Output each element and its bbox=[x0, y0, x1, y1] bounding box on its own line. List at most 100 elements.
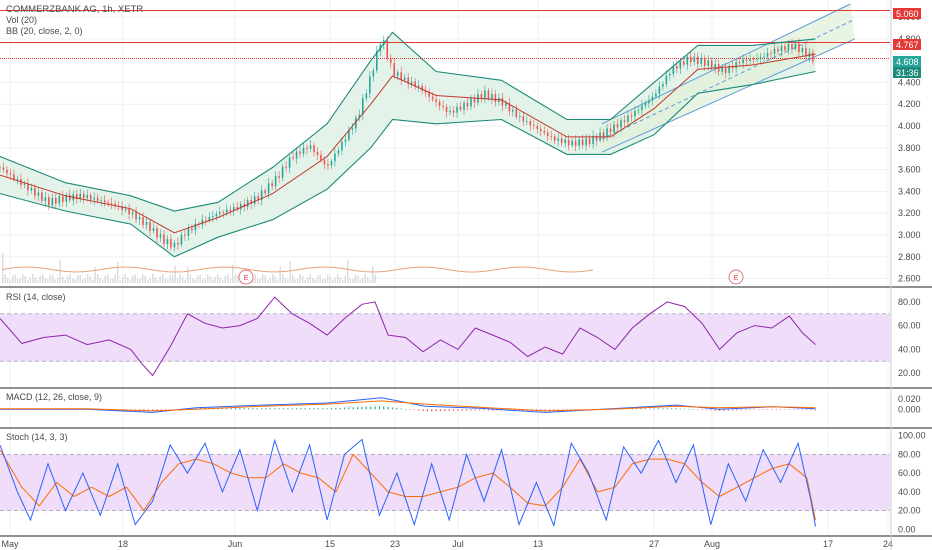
candle-body[interactable] bbox=[365, 93, 368, 99]
candle-body[interactable] bbox=[574, 140, 577, 146]
candle-body[interactable] bbox=[267, 183, 270, 194]
candle-body[interactable] bbox=[550, 136, 553, 137]
bb-upper-line[interactable] bbox=[0, 31, 816, 212]
candle-body[interactable] bbox=[48, 197, 50, 206]
candle-body[interactable] bbox=[250, 200, 252, 204]
candle-body[interactable] bbox=[396, 72, 399, 76]
candle-body[interactable] bbox=[756, 58, 758, 60]
candle-body[interactable] bbox=[676, 66, 678, 69]
candle-body[interactable] bbox=[602, 132, 605, 137]
candle-body[interactable] bbox=[281, 166, 284, 178]
candle-body[interactable] bbox=[616, 124, 619, 128]
candle-body[interactable] bbox=[613, 124, 615, 133]
candle-body[interactable] bbox=[295, 151, 298, 159]
candle-body[interactable] bbox=[302, 147, 305, 154]
candle-body[interactable] bbox=[316, 151, 319, 155]
candle-body[interactable] bbox=[410, 81, 413, 84]
candle-body[interactable] bbox=[546, 132, 549, 137]
candle-body[interactable] bbox=[686, 56, 689, 65]
candle-body[interactable] bbox=[362, 98, 364, 115]
candle-body[interactable] bbox=[131, 212, 134, 215]
candle-body[interactable] bbox=[536, 126, 539, 129]
candle-body[interactable] bbox=[55, 197, 57, 204]
candle-body[interactable] bbox=[505, 103, 507, 106]
candle-body[interactable] bbox=[421, 85, 423, 91]
candle-body[interactable] bbox=[6, 169, 8, 174]
candle-body[interactable] bbox=[728, 66, 730, 73]
candle-body[interactable] bbox=[655, 93, 657, 97]
candle-body[interactable] bbox=[34, 187, 36, 196]
candle-body[interactable] bbox=[431, 96, 434, 100]
candle-body[interactable] bbox=[330, 161, 333, 166]
candle-body[interactable] bbox=[738, 62, 741, 64]
candle-body[interactable] bbox=[567, 139, 570, 146]
candle-body[interactable] bbox=[358, 114, 361, 118]
candle-body[interactable] bbox=[355, 117, 357, 129]
candle-body[interactable] bbox=[543, 131, 546, 133]
macd-indicator-label[interactable]: MACD (12, 26, close, 9) bbox=[6, 392, 102, 402]
candle-body[interactable] bbox=[369, 76, 371, 94]
candle-body[interactable] bbox=[801, 48, 804, 53]
candle-body[interactable] bbox=[145, 221, 148, 226]
candle-body[interactable] bbox=[648, 100, 650, 104]
candle-body[interactable] bbox=[288, 157, 291, 168]
candle-body[interactable] bbox=[585, 138, 587, 146]
candle-body[interactable] bbox=[812, 52, 814, 62]
candle-body[interactable] bbox=[229, 209, 232, 211]
vol-indicator-label[interactable]: Vol (20) bbox=[6, 15, 37, 25]
candle-body[interactable] bbox=[689, 56, 692, 63]
rsi-line[interactable] bbox=[0, 296, 816, 377]
candle-body[interactable] bbox=[41, 192, 43, 201]
candle-body[interactable] bbox=[592, 135, 594, 145]
candle-body[interactable] bbox=[13, 174, 15, 180]
candle-body[interactable] bbox=[170, 239, 172, 248]
candle-body[interactable] bbox=[232, 206, 235, 211]
candle-body[interactable] bbox=[107, 202, 109, 204]
candle-body[interactable] bbox=[609, 128, 612, 133]
candle-body[interactable] bbox=[86, 195, 89, 199]
candle-body[interactable] bbox=[212, 216, 214, 217]
candle-body[interactable] bbox=[777, 48, 779, 52]
candle-body[interactable] bbox=[177, 242, 179, 245]
candle-body[interactable] bbox=[606, 128, 608, 137]
candle-body[interactable] bbox=[791, 44, 793, 49]
candle-body[interactable] bbox=[16, 178, 19, 180]
candle-body[interactable] bbox=[456, 106, 458, 113]
candle-body[interactable] bbox=[770, 52, 772, 54]
candle-body[interactable] bbox=[637, 110, 640, 111]
bb-lower-line[interactable] bbox=[0, 70, 816, 258]
candle-body[interactable] bbox=[215, 214, 218, 217]
candle-body[interactable] bbox=[560, 138, 563, 144]
candle-body[interactable] bbox=[403, 77, 406, 80]
candle-body[interactable] bbox=[243, 204, 246, 207]
candle-body[interactable] bbox=[766, 52, 769, 57]
candle-body[interactable] bbox=[759, 57, 762, 59]
rsi-pane[interactable] bbox=[0, 296, 890, 377]
candle-body[interactable] bbox=[222, 212, 225, 214]
candle-body[interactable] bbox=[100, 200, 102, 202]
candle-body[interactable] bbox=[299, 151, 301, 154]
candle-body[interactable] bbox=[208, 216, 211, 221]
candle-body[interactable] bbox=[480, 93, 483, 99]
rsi-indicator-label[interactable]: RSI (14, close) bbox=[6, 292, 66, 302]
candle-body[interactable] bbox=[407, 77, 409, 84]
candle-body[interactable] bbox=[96, 197, 99, 201]
candle-body[interactable] bbox=[344, 139, 347, 142]
candle-body[interactable] bbox=[710, 60, 713, 69]
candle-body[interactable] bbox=[452, 110, 455, 113]
candle-body[interactable] bbox=[700, 58, 703, 64]
candle-body[interactable] bbox=[442, 105, 444, 107]
candle-body[interactable] bbox=[669, 73, 671, 76]
candle-body[interactable] bbox=[539, 128, 542, 132]
candle-body[interactable] bbox=[735, 62, 737, 69]
candle-body[interactable] bbox=[121, 206, 123, 211]
candle-body[interactable] bbox=[627, 115, 629, 122]
candle-body[interactable] bbox=[721, 67, 723, 72]
candle-body[interactable] bbox=[320, 154, 322, 161]
candle-body[interactable] bbox=[696, 56, 699, 64]
candle-body[interactable] bbox=[149, 221, 151, 231]
candle-body[interactable] bbox=[393, 62, 396, 76]
candle-body[interactable] bbox=[9, 173, 12, 175]
candle-body[interactable] bbox=[658, 86, 661, 94]
candle-body[interactable] bbox=[644, 103, 647, 106]
